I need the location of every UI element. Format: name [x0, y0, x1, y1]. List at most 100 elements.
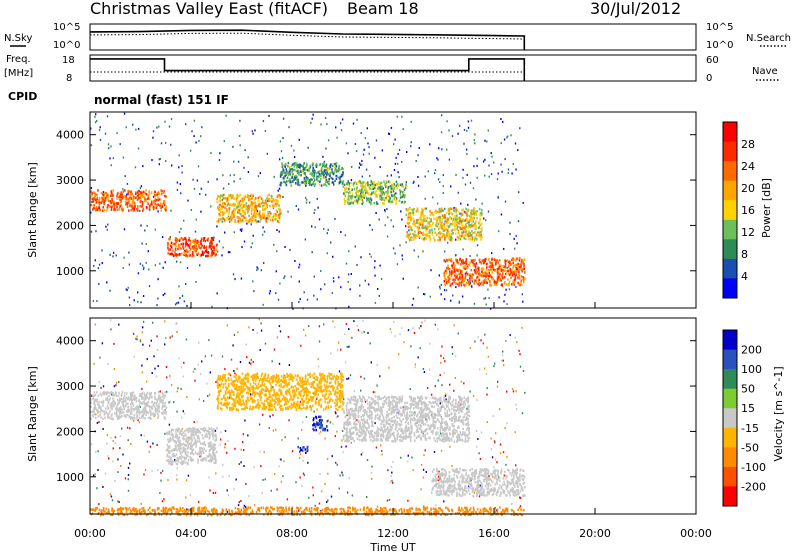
- noise-cell: [108, 147, 110, 150]
- data-cell: [152, 207, 155, 211]
- noise-cell: [402, 277, 404, 280]
- data-cell: [361, 188, 363, 192]
- data-cell: [403, 188, 406, 191]
- noise-cell: [397, 162, 399, 165]
- noise-cell: [476, 430, 478, 432]
- data-cell: [236, 199, 238, 203]
- data-cell: [468, 282, 471, 285]
- data-cell: [441, 235, 443, 239]
- data-cell: [154, 397, 156, 401]
- data-cell: [446, 259, 449, 263]
- data-cell: [284, 174, 286, 178]
- data-cell: [422, 219, 424, 222]
- data-cell: [182, 245, 184, 248]
- noise-cell: [244, 149, 246, 152]
- data-cell: [98, 197, 101, 200]
- data-cell: [361, 181, 363, 184]
- data-cell: [248, 214, 250, 218]
- noise-cell: [176, 302, 178, 305]
- data-cell: [188, 246, 191, 249]
- data-cell: [383, 199, 386, 202]
- data-cell: [401, 184, 403, 188]
- data-cell: [442, 209, 444, 212]
- data-cell: [231, 211, 233, 214]
- noise-cell: [251, 242, 254, 245]
- data-cell: [517, 267, 520, 271]
- data-cell: [263, 201, 265, 205]
- data-cell: [138, 416, 141, 419]
- noise-cell: [340, 231, 342, 233]
- data-cell: [317, 393, 319, 396]
- data-cell: [324, 172, 326, 175]
- nave-label: Nave: [752, 66, 778, 77]
- noise-cell: [300, 344, 302, 347]
- data-cell: [232, 407, 235, 410]
- data-cell: [158, 409, 160, 413]
- data-cell: [384, 183, 386, 186]
- data-cell: [182, 449, 184, 453]
- data-cell: [498, 279, 500, 282]
- power-data: [90, 112, 526, 310]
- data-cell: [334, 404, 337, 408]
- data-cell: [327, 173, 329, 176]
- data-cell: [423, 238, 425, 241]
- noise-cell: [332, 255, 334, 258]
- noise-cell: [361, 331, 363, 334]
- data-cell: [191, 429, 194, 433]
- data-cell: [156, 409, 159, 412]
- noise-cell: [123, 228, 126, 231]
- data-cell: [511, 274, 514, 277]
- data-cell: [153, 200, 156, 203]
- noise-cell: [295, 481, 297, 484]
- noise-cell: [232, 145, 234, 148]
- noise-cell: [479, 368, 481, 371]
- data-cell: [237, 211, 239, 214]
- data-cell: [270, 384, 273, 388]
- noise-cell: [143, 266, 145, 269]
- data-cell: [102, 193, 105, 197]
- noise-cell: [137, 419, 139, 422]
- noise-cell: [333, 326, 336, 329]
- data-cell: [288, 179, 290, 183]
- noise-cell: [276, 488, 278, 491]
- data-cell: [325, 165, 327, 168]
- noise-cell: [199, 373, 202, 376]
- data-cell: [179, 431, 181, 434]
- noise-cell: [193, 119, 196, 122]
- data-cell: [518, 259, 521, 262]
- noise-cell: [118, 323, 120, 326]
- noise-cell: [390, 331, 393, 334]
- noise-cell: [126, 426, 129, 429]
- nsky-tick-bottom: 10^0: [53, 40, 80, 51]
- data-cell: [311, 174, 314, 177]
- data-cell: [103, 199, 105, 202]
- data-cell: [259, 216, 261, 219]
- data-cell: [125, 414, 127, 417]
- data-cell: [105, 191, 107, 195]
- data-cell: [92, 408, 95, 411]
- noise-cell: [181, 294, 184, 297]
- data-cell: [387, 180, 390, 183]
- data-cell: [247, 211, 249, 214]
- data-cell: [179, 444, 182, 447]
- noise-cell: [370, 471, 372, 474]
- noise-cell: [119, 447, 121, 450]
- data-cell: [481, 259, 484, 262]
- noise-cell: [130, 443, 132, 445]
- noise-cell: [230, 358, 233, 361]
- data-cell: [363, 194, 365, 197]
- data-cell: [507, 283, 509, 287]
- data-cell: [418, 227, 421, 230]
- noise-cell: [221, 355, 224, 358]
- data-cell: [257, 214, 260, 217]
- noise-cell: [361, 175, 363, 178]
- data-cell: [222, 205, 224, 208]
- noise-cell: [369, 342, 371, 345]
- data-cell: [107, 407, 110, 410]
- data-cell: [479, 214, 481, 217]
- noise-cell: [318, 218, 321, 221]
- noise-cell: [500, 142, 502, 145]
- data-cell: [126, 398, 129, 401]
- noise-cell: [509, 233, 511, 236]
- data-cell: [131, 398, 134, 401]
